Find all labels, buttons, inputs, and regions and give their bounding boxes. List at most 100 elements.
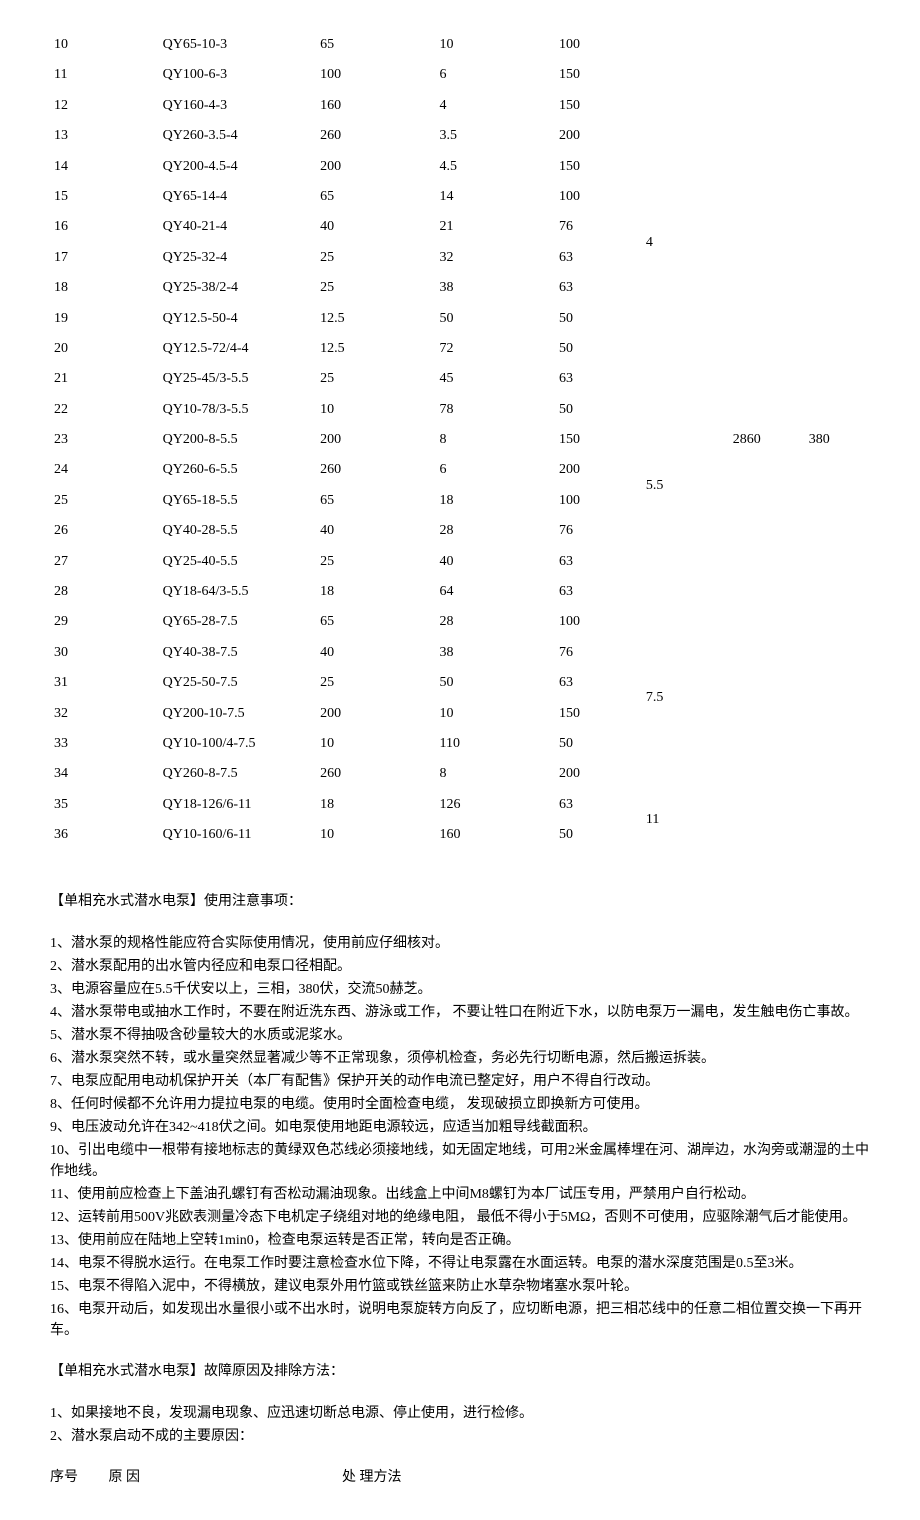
cell-c5: 76 (555, 516, 642, 546)
cell-c3: 200 (316, 699, 435, 729)
cell-c5: 76 (555, 638, 642, 668)
cell-model: QY10-160/6-11 (159, 820, 316, 850)
cell-c4: 126 (436, 790, 555, 820)
usage-title: 【单相充水式潜水电泵】使用注意事项： (50, 891, 870, 913)
cell-c4: 21 (436, 212, 555, 242)
cell-idx: 36 (50, 820, 159, 850)
cell-c4: 64 (436, 577, 555, 607)
cell-c5: 50 (555, 304, 642, 334)
cell-model: QY260-3.5-4 (159, 121, 316, 151)
cell-idx: 16 (50, 212, 159, 242)
cell-c6-group: 4 (642, 121, 729, 364)
cell-idx: 20 (50, 334, 159, 364)
cell-c3: 100 (316, 60, 435, 90)
cell-model: QY25-40-5.5 (159, 547, 316, 577)
cell-c6-empty (642, 60, 729, 90)
cell-c3: 260 (316, 455, 435, 485)
cell-c4: 8 (436, 425, 555, 455)
cell-model: QY25-38/2-4 (159, 273, 316, 303)
cell-c5: 50 (555, 334, 642, 364)
header-reason: 原 因 (109, 1467, 339, 1489)
cell-model: QY25-45/3-5.5 (159, 364, 316, 394)
cell-model: QY18-64/3-5.5 (159, 577, 316, 607)
cell-c4: 40 (436, 547, 555, 577)
cell-c3: 260 (316, 759, 435, 789)
cell-c3: 12.5 (316, 304, 435, 334)
cell-c3: 25 (316, 273, 435, 303)
cell-idx: 13 (50, 121, 159, 151)
cell-c4: 6 (436, 60, 555, 90)
header-idx: 序号 (50, 1467, 105, 1489)
cell-c3: 25 (316, 243, 435, 273)
cell-c4: 6 (436, 455, 555, 485)
cell-idx: 19 (50, 304, 159, 334)
cell-c5: 100 (555, 182, 642, 212)
cell-c4: 32 (436, 243, 555, 273)
usage-item: 15、电泵不得陷入泥中，不得横放，建议电泵外用竹篮或铁丝篮来防止水草杂物堵塞水泵… (50, 1276, 870, 1297)
cell-c3: 40 (316, 516, 435, 546)
cell-idx: 35 (50, 790, 159, 820)
cell-c5: 150 (555, 699, 642, 729)
cell-c5: 63 (555, 273, 642, 303)
cell-c6-empty (642, 30, 729, 60)
cell-idx: 33 (50, 729, 159, 759)
cell-c4: 45 (436, 364, 555, 394)
cell-idx: 23 (50, 425, 159, 455)
usage-item: 7、电泵应配用电动机保护开关（本厂有配售》保护开关的动作电流已整定好，用户不得自… (50, 1071, 870, 1092)
usage-item: 11、使用前应检查上下盖油孔螺钉有否松动漏油现象。出线盒上中间M8螺钉为本厂试压… (50, 1184, 870, 1205)
fault-notes: 1、如果接地不良，发现漏电现象、应迅速切断总电源、停止使用，进行检修。2、潜水泵… (50, 1403, 870, 1447)
cell-c4: 3.5 (436, 121, 555, 151)
cell-model: QY25-50-7.5 (159, 668, 316, 698)
cell-c4: 28 (436, 607, 555, 637)
cell-c5: 150 (555, 425, 642, 455)
cell-c4: 72 (436, 334, 555, 364)
cell-idx: 21 (50, 364, 159, 394)
cell-idx: 27 (50, 547, 159, 577)
cell-model: QY65-18-5.5 (159, 486, 316, 516)
cell-c3: 200 (316, 152, 435, 182)
cell-c3: 40 (316, 638, 435, 668)
cell-model: QY12.5-50-4 (159, 304, 316, 334)
fault-title: 【单相充水式潜水电泵】故障原因及排除方法： (50, 1361, 870, 1383)
cell-model: QY160-4-3 (159, 91, 316, 121)
cell-c4: 18 (436, 486, 555, 516)
cell-c4: 110 (436, 729, 555, 759)
cell-c5: 200 (555, 121, 642, 151)
cell-c5: 50 (555, 729, 642, 759)
cell-idx: 29 (50, 607, 159, 637)
usage-item: 12、运转前用500V兆欧表测量冷态下电机定子绕组对地的绝缘电阻， 最低不得小于… (50, 1207, 870, 1228)
usage-item: 6、潜水泵突然不转，或水量突然显著减少等不正常现象，须停机检查，务必先行切断电源… (50, 1048, 870, 1069)
cell-c5: 150 (555, 152, 642, 182)
cell-c3: 65 (316, 486, 435, 516)
fault-item: 1、如果接地不良，发现漏电现象、应迅速切断总电源、停止使用，进行检修。 (50, 1403, 870, 1424)
cell-c5: 200 (555, 759, 642, 789)
usage-item: 16、电泵开动后，如发现出水量很小或不出水时，说明电泵旋转方向反了，应切断电源，… (50, 1299, 870, 1341)
table-row: 10QY65-10-365101002860380 (50, 30, 870, 60)
cell-c6-group: 5.5 (642, 364, 729, 607)
cell-model: QY10-78/3-5.5 (159, 395, 316, 425)
cell-c4: 10 (436, 30, 555, 60)
cell-c4: 10 (436, 699, 555, 729)
cell-c5: 63 (555, 364, 642, 394)
cell-c4: 14 (436, 182, 555, 212)
cell-model: QY200-10-7.5 (159, 699, 316, 729)
usage-item: 10、引出电缆中一根带有接地标志的黄绿双色芯线必须接地线，如无固定地线，可用2米… (50, 1140, 870, 1182)
cell-idx: 10 (50, 30, 159, 60)
cell-c3: 18 (316, 577, 435, 607)
cell-c5: 63 (555, 547, 642, 577)
cell-c4: 8 (436, 759, 555, 789)
cell-idx: 30 (50, 638, 159, 668)
cell-c4: 160 (436, 820, 555, 850)
cell-model: QY260-8-7.5 (159, 759, 316, 789)
cell-c5: 63 (555, 668, 642, 698)
cell-idx: 34 (50, 759, 159, 789)
cell-c6-group: 7.5 (642, 607, 729, 789)
cell-c3: 260 (316, 121, 435, 151)
cell-idx: 24 (50, 455, 159, 485)
cell-model: QY65-28-7.5 (159, 607, 316, 637)
cell-c3: 160 (316, 91, 435, 121)
usage-item: 5、潜水泵不得抽吸含砂量较大的水质或泥浆水。 (50, 1025, 870, 1046)
cell-c3: 25 (316, 547, 435, 577)
usage-item: 4、潜水泵带电或抽水工作时，不要在附近洗东西、游泳或工作， 不要让牲口在附近下水… (50, 1002, 870, 1023)
cell-c3: 25 (316, 668, 435, 698)
